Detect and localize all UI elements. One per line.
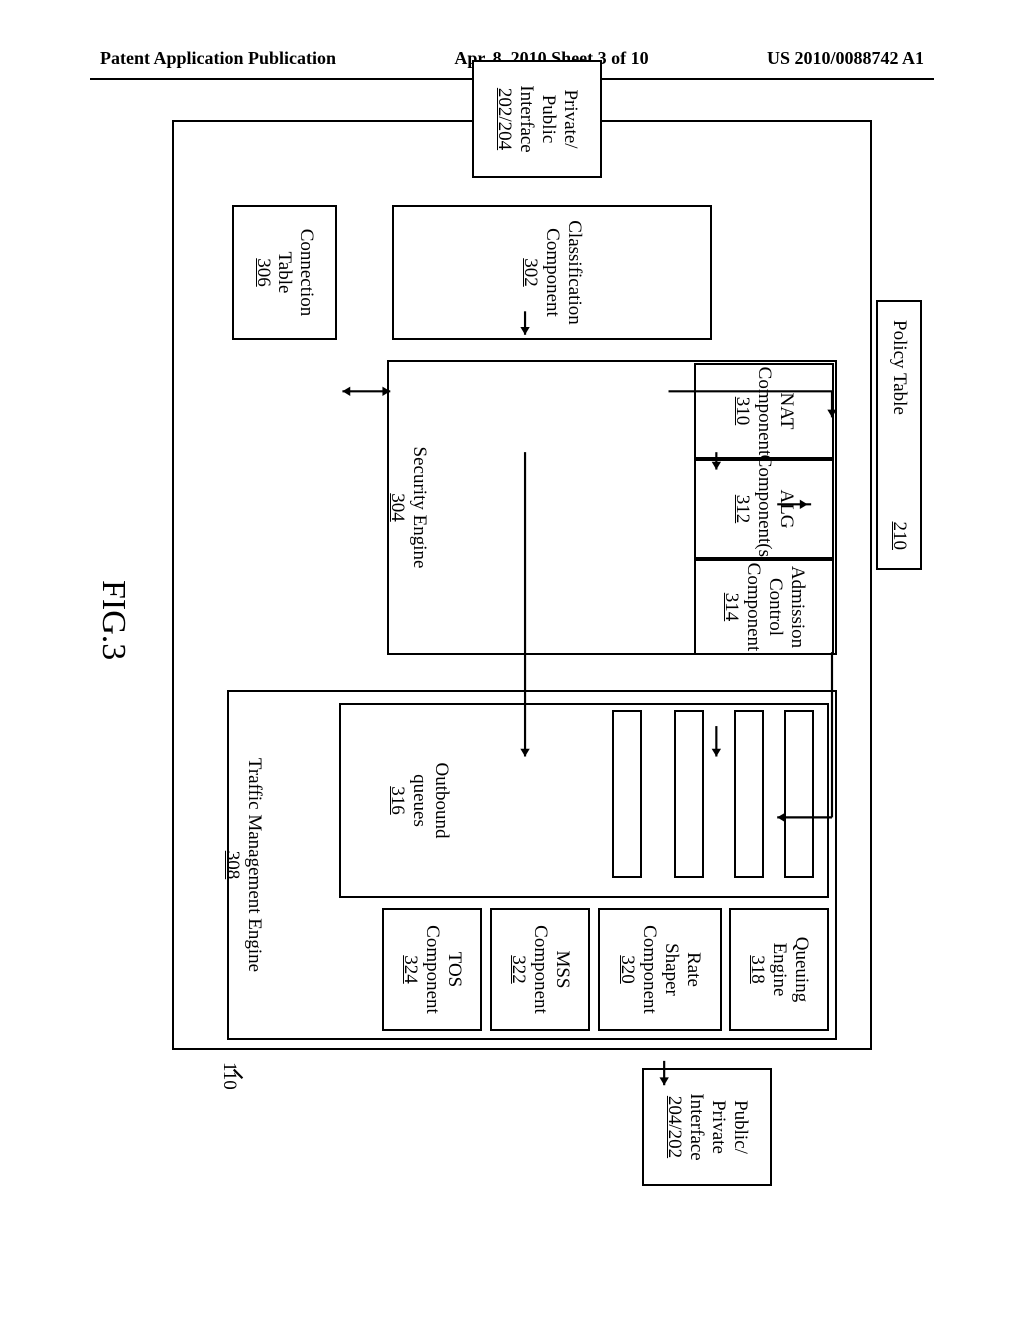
admission-control-component-ref: 314: [720, 593, 742, 622]
tos-component-ref: 324: [399, 955, 421, 984]
connection-table-label: ConnectionTable: [274, 229, 318, 317]
tos-component-label: TOSComponent: [421, 925, 465, 1014]
private-public-interface: Private/PublicInterface202/204: [472, 60, 602, 178]
admission-control-component: AdmissionControlComponent314: [694, 559, 834, 655]
security-engine-ref: 304: [386, 362, 408, 653]
mss-component-ref: 322: [507, 955, 529, 984]
traffic-management-engine-ref: 308: [221, 692, 243, 1038]
connection-table: ConnectionTable306: [232, 205, 337, 340]
classification-component-ref: 302: [519, 258, 541, 287]
queuing-engine: QueuingEngine318: [729, 908, 829, 1031]
policy-table: Policy Table 210: [876, 300, 922, 570]
rate-shaper-component-ref: 320: [616, 955, 638, 984]
traffic-management-engine-label: Traffic Management Engine: [243, 692, 265, 1038]
system-ref: 110: [218, 1062, 240, 1090]
alg-component-label: ALGComponent(s): [753, 455, 797, 564]
figure-label: FIG.3: [94, 580, 132, 660]
header-right: US 2010/0088742 A1: [767, 48, 924, 69]
classification-component: ClassificationComponent302: [392, 205, 712, 340]
outbound-queues-label-label: Outboundqueues: [408, 763, 452, 839]
rate-shaper-component-label: RateShaperComponent: [638, 925, 704, 1014]
policy-table-label: Policy Table: [888, 320, 910, 415]
admission-control-component-label: AdmissionControlComponent: [742, 563, 808, 652]
nat-component-label: NATComponent: [753, 367, 797, 456]
queue-bar-2: [674, 710, 704, 878]
public-private-interface-label: Public/PrivateInterface: [685, 1093, 751, 1161]
queuing-engine-ref: 318: [746, 955, 768, 984]
nat-component-ref: 310: [731, 397, 753, 426]
queue-bar-3: [612, 710, 642, 878]
public-private-interface-ref: 204/202: [663, 1096, 685, 1158]
mss-component-label: MSSComponent: [529, 925, 573, 1014]
queue-bar-0: [784, 710, 814, 878]
connection-table-ref: 306: [252, 258, 274, 287]
alg-component-ref: 312: [731, 495, 753, 524]
private-public-interface-ref: 202/204: [493, 88, 515, 150]
tos-component: TOSComponent324: [382, 908, 482, 1031]
nat-component: NATComponent310: [694, 363, 834, 459]
header-left: Patent Application Publication: [100, 48, 336, 69]
alg-component: ALGComponent(s)312: [694, 459, 834, 559]
outbound-queues-label-ref: 316: [386, 786, 408, 815]
rate-shaper-component: RateShaperComponent320: [598, 908, 722, 1031]
private-public-interface-label: Private/PublicInterface: [515, 85, 581, 153]
outbound-queues-label: Outboundqueues316: [354, 703, 484, 898]
policy-table-ref: 210: [888, 522, 910, 551]
security-engine-label: Security Engine: [408, 362, 430, 653]
queue-bar-1: [734, 710, 764, 878]
classification-component-label: ClassificationComponent: [541, 220, 585, 324]
mss-component: MSSComponent322: [490, 908, 590, 1031]
public-private-interface: Public/PrivateInterface204/202: [642, 1068, 772, 1186]
diagram: Policy Table210Private/PublicInterface20…: [132, 200, 892, 1200]
queuing-engine-label: QueuingEngine: [768, 937, 812, 1002]
